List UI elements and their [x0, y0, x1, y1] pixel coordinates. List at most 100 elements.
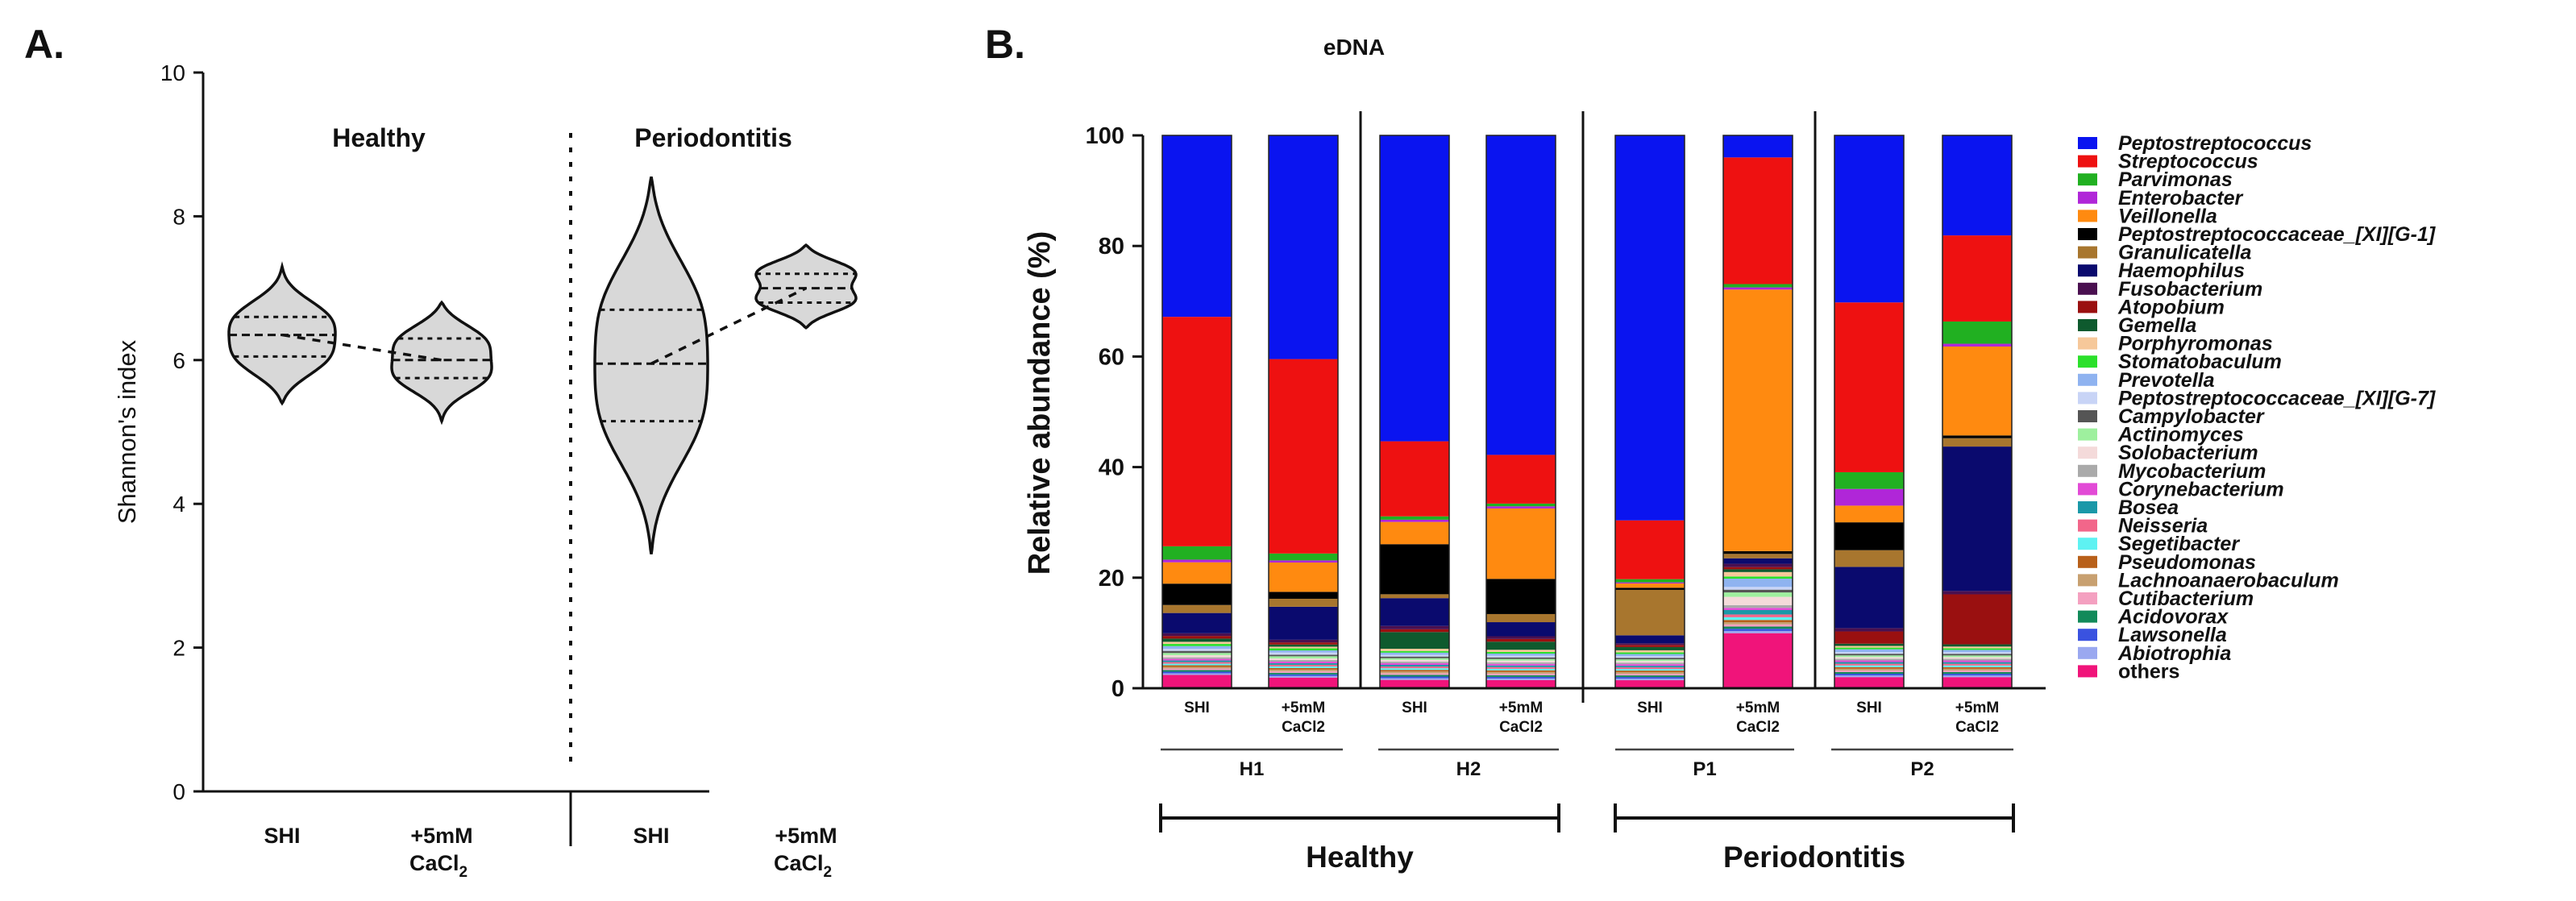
- bar-segment: [1615, 658, 1685, 660]
- panel-a-x-tick-label-line2: CaCl2: [409, 851, 467, 881]
- bar-segment: [1615, 650, 1685, 653]
- bar-segment: [1615, 662, 1685, 665]
- legend-swatch: [2078, 646, 2097, 659]
- bar-segment: [1380, 519, 1449, 522]
- bar-segment: [1723, 563, 1793, 567]
- bar-segment: [1615, 654, 1685, 657]
- bar-segment: [1486, 673, 1556, 675]
- bar-segment: [1834, 649, 1904, 653]
- bar-segment: [1380, 594, 1449, 599]
- bar-segment: [1942, 594, 2012, 645]
- bar-segment: [1834, 302, 1904, 472]
- legend-label: Acidovorax: [2117, 606, 2229, 629]
- bar-segment: [1834, 670, 1904, 672]
- violin-shape: [593, 176, 709, 554]
- bar-segment: [1162, 673, 1232, 675]
- bar-segment: [1269, 672, 1338, 675]
- stacked-bar: [1379, 135, 1450, 689]
- bar-segment: [1269, 677, 1338, 688]
- bar-segment: [1162, 583, 1232, 605]
- bar-segment: [1615, 664, 1685, 666]
- bar-segment: [1723, 135, 1793, 158]
- bar-segment: [1486, 455, 1556, 504]
- bar-segment: [1723, 289, 1793, 551]
- bar-segment: [1380, 671, 1449, 674]
- legend-swatch: [2078, 483, 2097, 496]
- bar-segment: [1380, 652, 1449, 655]
- panel-a-x-tick-label: +5mM: [775, 824, 837, 848]
- legend-label: others: [2118, 660, 2179, 683]
- bar-segment: [1615, 679, 1685, 681]
- bar-segment: [1162, 646, 1232, 649]
- bar-segment: [1834, 657, 1904, 659]
- legend-label: Segetibacter: [2118, 533, 2240, 555]
- bar-segment: [1269, 675, 1338, 678]
- bar-segment: [1269, 666, 1338, 668]
- bar-segment: [1942, 660, 2012, 662]
- bar-segment: [1615, 589, 1685, 636]
- legend-swatch: [2078, 519, 2097, 532]
- bar-segment: [1723, 617, 1793, 621]
- panel-a-y-tick-label: 2: [172, 636, 185, 661]
- bar-segment: [1269, 642, 1338, 645]
- bar-segment: [1834, 647, 1904, 650]
- bar-segment: [1269, 646, 1338, 649]
- bar-segment: [1834, 660, 1904, 662]
- legend-swatch: [2078, 355, 2097, 368]
- panel-b-y-tick-label: 100: [1086, 123, 1124, 149]
- legend-label: Solobacterium: [2118, 442, 2258, 464]
- bar-segment: [1942, 672, 2012, 675]
- panel-b-y-tick-label: 60: [1099, 344, 1124, 370]
- bar-segment: [1269, 669, 1338, 671]
- bar-segment: [1834, 671, 1904, 675]
- bar-segment: [1269, 671, 1338, 673]
- bar-segment: [1486, 679, 1556, 688]
- panel-b-y-tick-label: 20: [1099, 566, 1124, 592]
- bar-segment: [1486, 662, 1556, 664]
- bar-segment: [1162, 654, 1232, 658]
- bar-segment: [1486, 622, 1556, 637]
- bar-segment: [1615, 646, 1685, 650]
- bar-segment: [1486, 655, 1556, 658]
- violin-shape: [754, 243, 858, 330]
- bar-segment: [1615, 675, 1685, 678]
- bar-segment: [1486, 641, 1556, 650]
- legend-label: Streptococcus: [2118, 151, 2258, 173]
- legend-swatch: [2078, 428, 2097, 441]
- bar-segment: [1942, 652, 2012, 654]
- subgroup-label: P1: [1693, 758, 1716, 780]
- bar-segment: [1269, 598, 1338, 607]
- bar-segment: [1486, 675, 1556, 677]
- bar-segment: [1162, 135, 1232, 318]
- panel-b-x-tick-label: SHI: [1184, 700, 1210, 716]
- bar-segment: [1269, 659, 1338, 662]
- panel-a-y-tick-label: 4: [172, 492, 185, 517]
- legend-swatch: [2078, 210, 2097, 222]
- panel-a-group-label-healthy: Healthy: [332, 123, 426, 152]
- bar-segment: [1615, 669, 1685, 671]
- bar-segment: [1380, 673, 1449, 675]
- bar-segment: [1162, 649, 1232, 651]
- panel-b-legend: PeptostreptococcusStreptococcusParvimona…: [2078, 132, 2437, 683]
- bar-segment: [1380, 676, 1449, 679]
- bar-segment: [1162, 670, 1232, 672]
- panel-a-violins: [227, 176, 858, 554]
- legend-swatch: [2078, 264, 2097, 277]
- legend-swatch: [2078, 501, 2097, 513]
- legend-swatch: [2078, 555, 2097, 568]
- legend-swatch: [2078, 137, 2097, 149]
- panel-b-x-tick-label-line2: CaCl2: [1736, 719, 1780, 736]
- bar-segment: [1723, 626, 1793, 629]
- bar-segment: [1486, 676, 1556, 679]
- panel-a-x-labels: SHI +5mM CaCl2 SHI +5mM CaCl2: [264, 824, 837, 881]
- bar-segment: [1486, 508, 1556, 579]
- bar-segment: [1942, 646, 2012, 649]
- bar-segment: [1162, 650, 1232, 654]
- bar-segment: [1615, 674, 1685, 676]
- legend-swatch: [2078, 337, 2097, 350]
- legend-label: Parvimonas: [2118, 168, 2233, 191]
- bar-segment: [1380, 658, 1449, 660]
- bar-segment: [1723, 609, 1793, 615]
- legend-swatch: [2078, 301, 2097, 313]
- legend-swatch: [2078, 410, 2097, 422]
